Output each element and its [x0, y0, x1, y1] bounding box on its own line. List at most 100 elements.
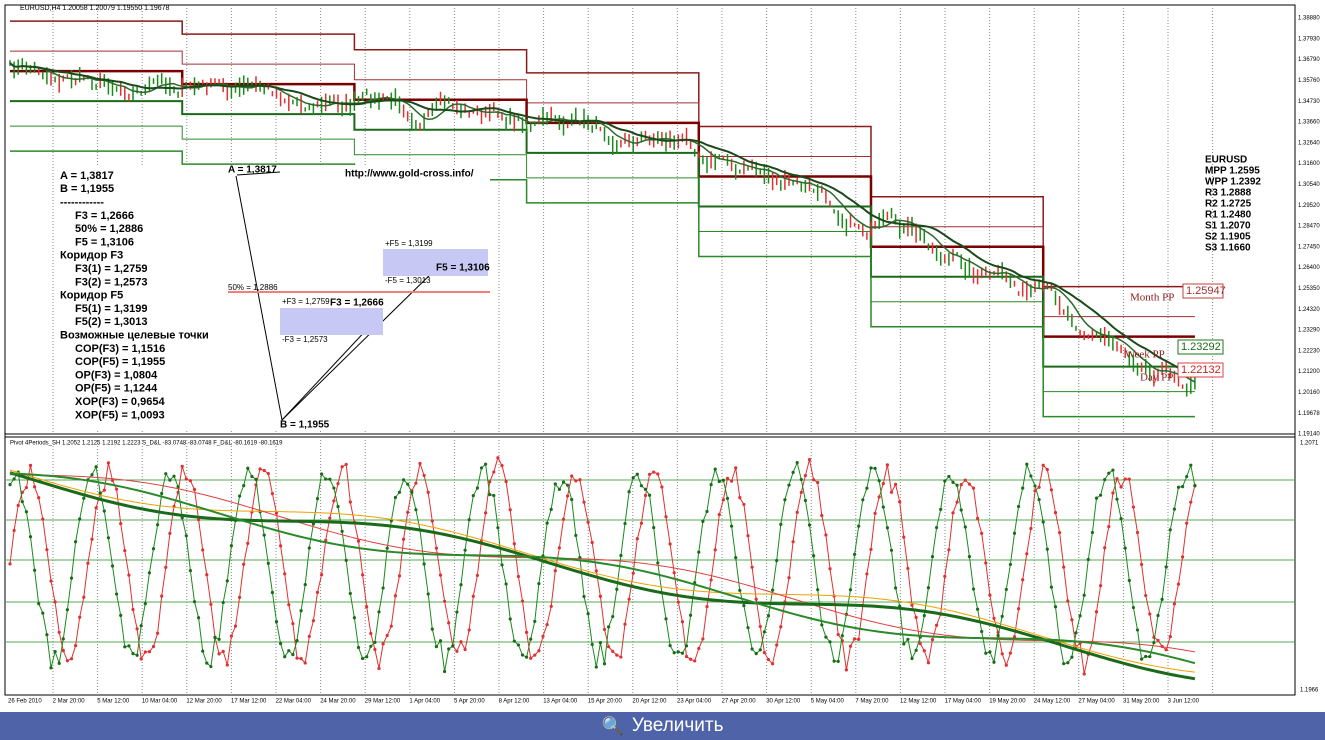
zoom-button[interactable]: 🔍 Увеличить [0, 712, 1325, 740]
oscillator-dot [598, 594, 603, 598]
oscillator-dot [139, 657, 143, 661]
oscillator-dot [971, 486, 976, 490]
oscillator-dot [381, 586, 385, 590]
oscillator-dot [914, 615, 918, 619]
oscillator-dot [988, 650, 992, 654]
oscillator-dot [557, 546, 562, 550]
oscillator-dot [705, 605, 709, 609]
oscillator-dot [287, 649, 291, 653]
oscillator-dot [643, 487, 648, 491]
oscillator-dot [717, 479, 721, 484]
pivot-summary: EURUSD [1205, 155, 1247, 166]
time-tick-label: 8 Apr 12:00 [499, 699, 530, 705]
price-tick-label: 1.29520 [1298, 203, 1320, 209]
oscillator-dot [147, 571, 151, 575]
oscillator-dot [529, 656, 533, 660]
oscillator-dot [262, 468, 266, 473]
oscillator-dot [53, 650, 57, 654]
oscillator-dot [730, 479, 734, 483]
oscillator-dot [652, 526, 656, 530]
oscillator-dot [1029, 526, 1033, 531]
diagram-line [236, 171, 281, 176]
oscillator-dot [1107, 524, 1111, 529]
oscillator-dot [602, 627, 607, 632]
oscillator-dot [803, 498, 808, 503]
oscillator-dot [123, 645, 127, 649]
oscillator-dot [377, 666, 381, 671]
oscillator-bottom: 1.1966 [1300, 688, 1319, 694]
oscillator-dot [926, 661, 931, 665]
oscillator-dot [229, 544, 233, 548]
oscillator-dot [1193, 484, 1197, 488]
oscillator-average [9, 474, 1195, 653]
oscillator-dot [221, 649, 225, 653]
oscillator-dot [188, 479, 192, 483]
oscillator-dot [639, 484, 644, 488]
oscillator-dot [533, 653, 537, 657]
oscillator-dot [209, 602, 213, 606]
time-tick-label: 7 May 20:00 [855, 699, 889, 705]
oscillator-dot [853, 552, 857, 556]
oscillator-dot [992, 616, 996, 620]
oscillator-dot [627, 597, 631, 601]
oscillator-dot [914, 648, 918, 652]
oscillator-dot [201, 649, 205, 653]
oscillator-dot [775, 558, 779, 563]
oscillator-dot [266, 471, 270, 476]
oscillator-dot [939, 507, 943, 511]
oscillator-dot [746, 534, 750, 538]
oscillator-dot [976, 516, 980, 520]
oscillator-dot [1017, 607, 1021, 611]
oscillator-dot [414, 508, 418, 512]
info-line: XOP(F3) = 0,9654 [75, 396, 165, 408]
oscillator-dot [238, 595, 242, 599]
oscillator-average [9, 472, 1196, 665]
oscillator-dot [135, 653, 139, 657]
oscillator-dot [115, 487, 119, 491]
oscillator-dot [1140, 562, 1144, 567]
oscillator-dot [94, 506, 98, 510]
oscillator-dot [1074, 631, 1078, 635]
oscillator-dot [45, 548, 49, 552]
oscillator-dot [443, 599, 447, 603]
time-tick-label: 20 Apr 12:00 [632, 699, 667, 705]
oscillator-dot [467, 628, 471, 632]
oscillator-dot [520, 653, 525, 657]
info-line: F3 = 1,2666 [75, 210, 134, 222]
oscillator-dot [471, 494, 475, 498]
pivot-line [10, 50, 1195, 318]
oscillator-dot [443, 669, 447, 674]
oscillator-dot [947, 548, 951, 552]
oscillator-dot [475, 573, 479, 578]
oscillator-dot [508, 508, 512, 512]
oscillator-dot [1008, 651, 1013, 655]
oscillator-dot [959, 482, 963, 487]
oscillator-dot [967, 554, 972, 559]
oscillator-dot [209, 664, 213, 669]
oscillator-dot [840, 634, 844, 638]
oscillator-dot [348, 500, 352, 504]
oscillator-dot [102, 488, 106, 492]
oscillator-dot [1082, 593, 1086, 597]
oscillator-dot [151, 547, 156, 551]
diagram-label: F3 = 1,2666 [330, 298, 384, 309]
oscillator-dot [94, 465, 98, 469]
oscillator-dot [1181, 555, 1185, 559]
oscillator-dot [37, 496, 41, 500]
oscillator-dot [1148, 654, 1152, 659]
oscillator-dot [205, 573, 209, 577]
oscillator-dot [902, 642, 906, 646]
oscillator-dot [41, 611, 45, 615]
info-line: COP(F3) = 1,1516 [75, 343, 165, 355]
oscillator-dot [758, 624, 762, 629]
oscillator-dot [426, 592, 430, 596]
oscillator-dot [943, 574, 947, 578]
oscillator-dot [902, 535, 906, 539]
oscillator-dot [984, 561, 988, 565]
oscillator-dot [619, 655, 623, 659]
oscillator-dot [8, 483, 12, 487]
oscillator-dot [844, 668, 849, 672]
oscillator-dot [98, 491, 102, 495]
oscillator-dot [110, 478, 115, 482]
oscillator-dot [1181, 484, 1185, 489]
